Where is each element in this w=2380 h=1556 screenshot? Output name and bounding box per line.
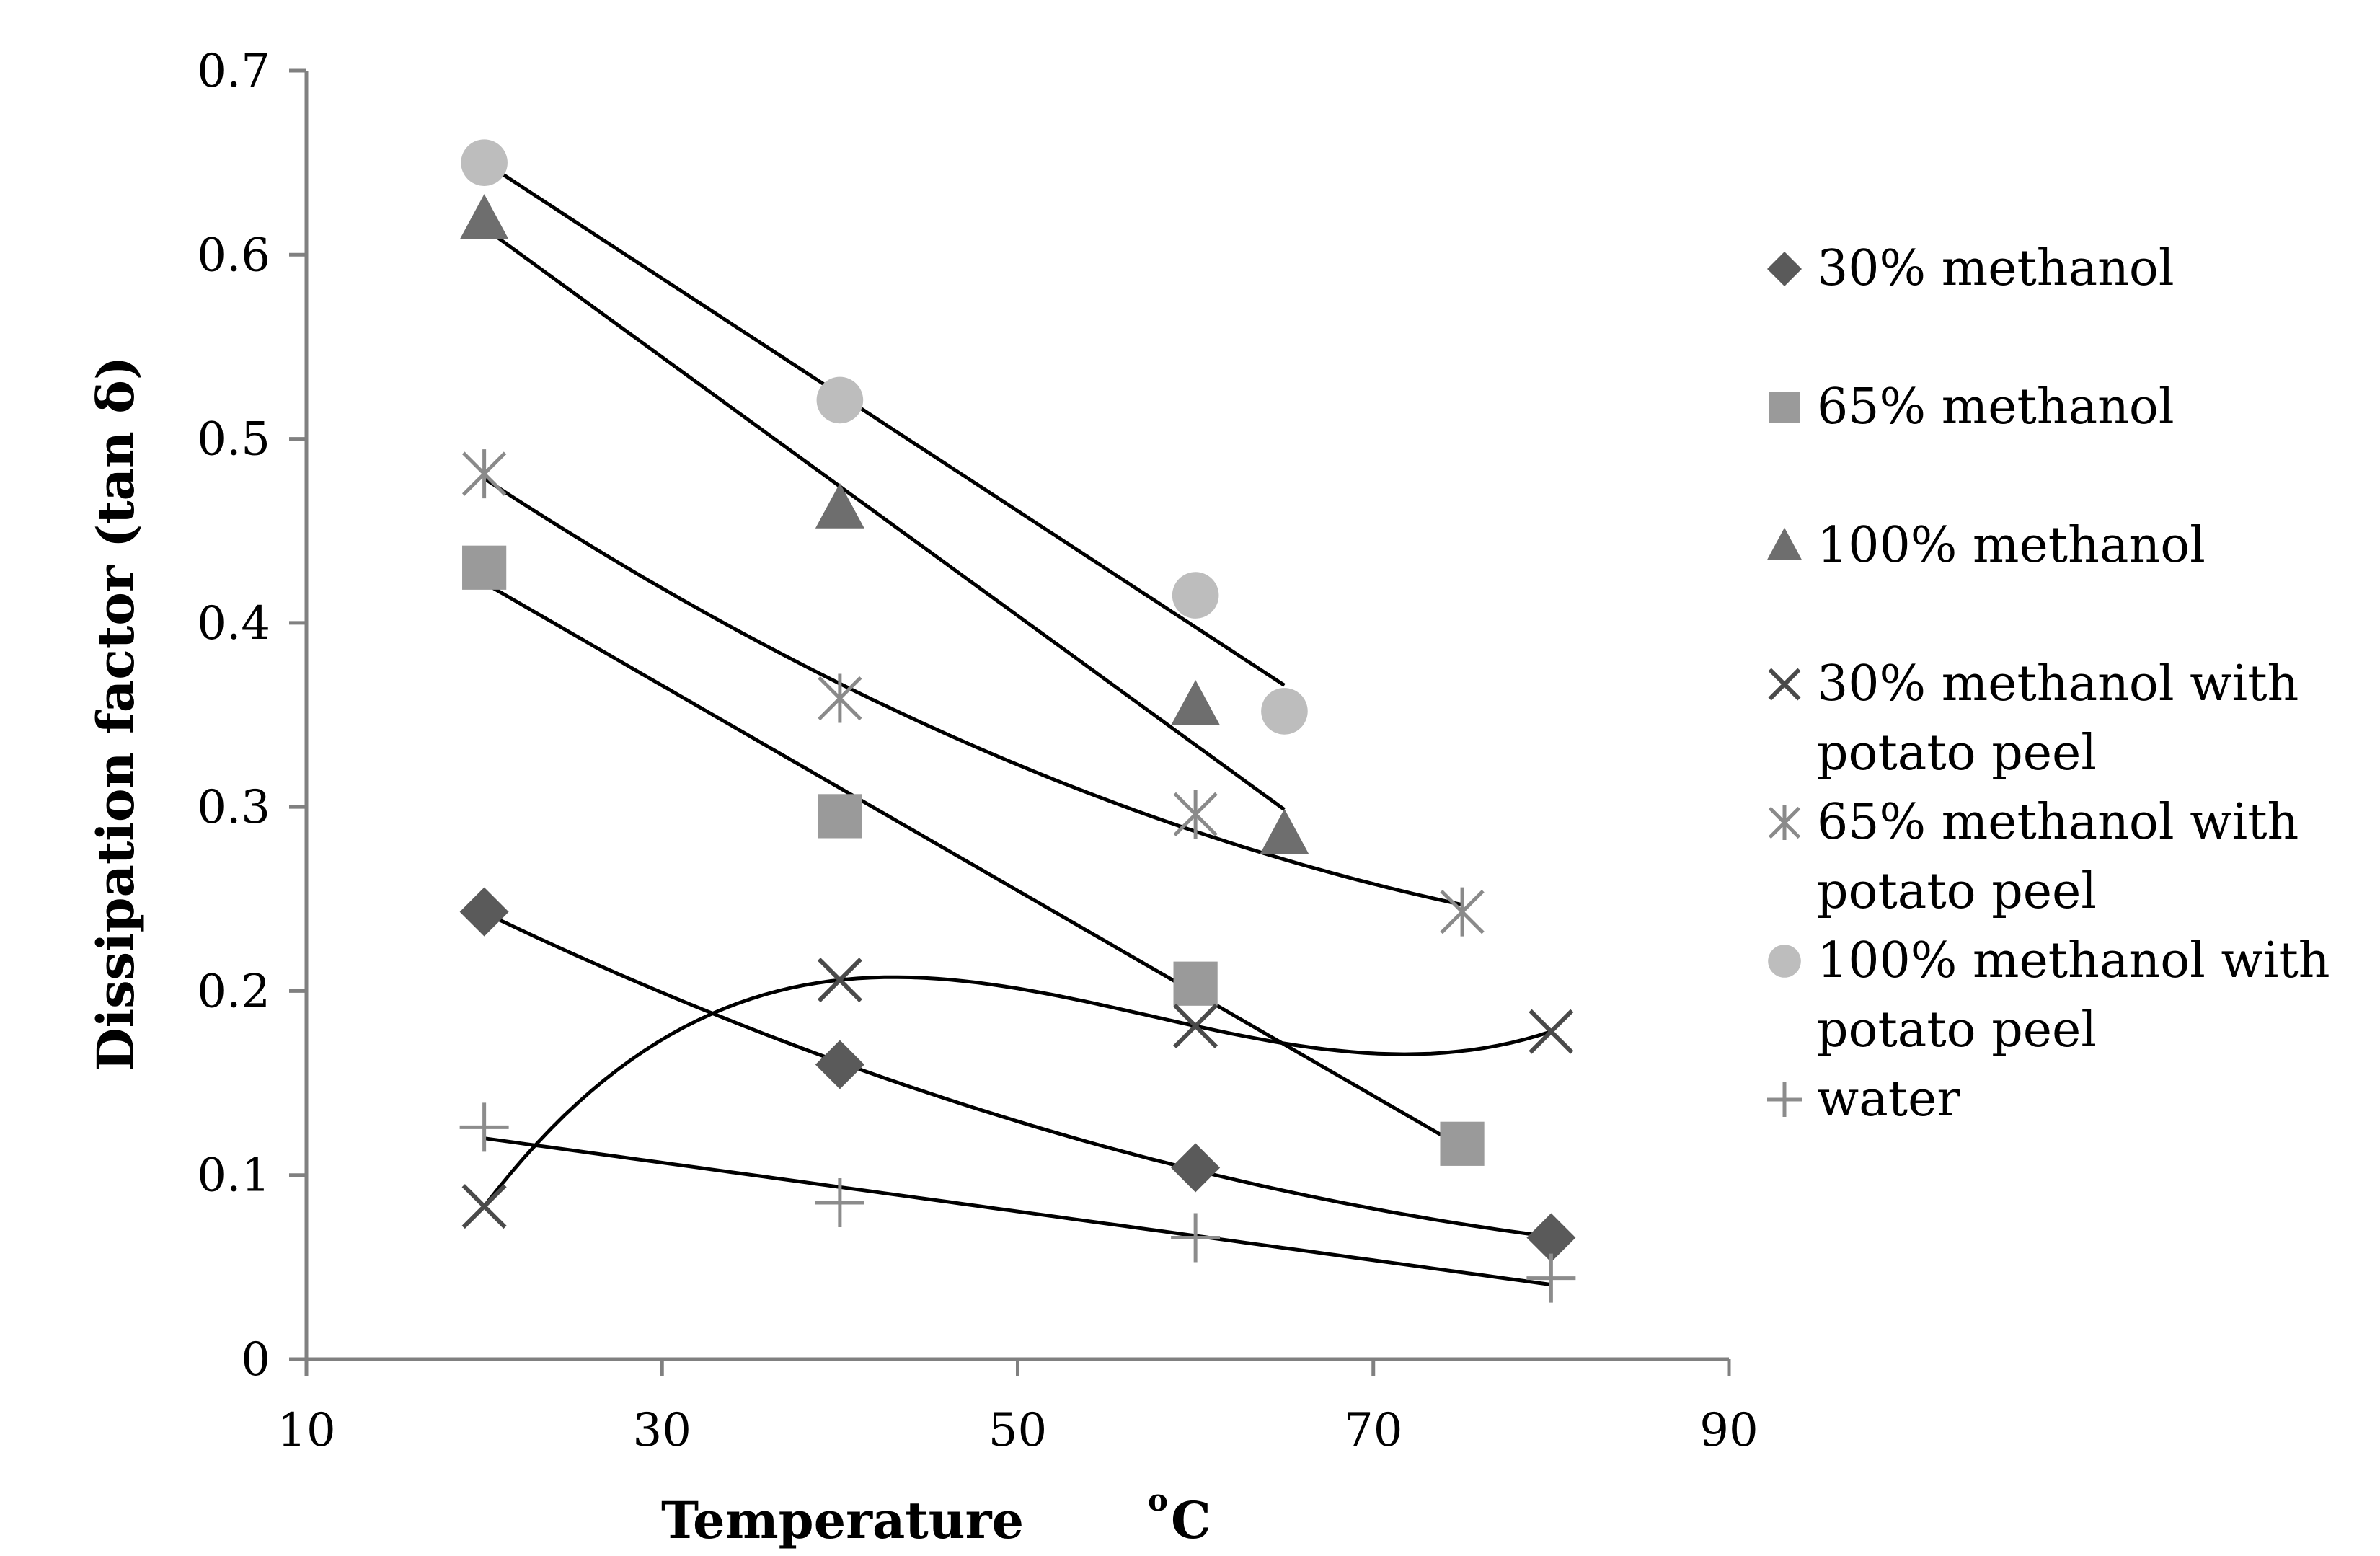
data-point-series-7 <box>815 1178 864 1228</box>
y-tick-label: 0.5 <box>197 413 270 467</box>
data-point-series-3 <box>815 482 864 529</box>
x-tick-label: 30 <box>633 1404 691 1457</box>
x-tick-label: 50 <box>988 1404 1047 1457</box>
data-point-series-3 <box>1171 680 1221 725</box>
trendline-3 <box>483 226 1286 811</box>
data-point-series-4 <box>1173 1003 1218 1048</box>
legend-label: 30% methanol <box>1817 240 2175 297</box>
legend: 30% methanol 65% methanol 100% methanol 30%… <box>1767 240 2330 1128</box>
x-axis-title: Temperature <box>661 1490 1024 1550</box>
y-tick-label: 0.3 <box>197 781 270 834</box>
data-point-series-3 <box>1260 808 1309 854</box>
data-point-series-6 <box>461 139 508 186</box>
data-point-series-6 <box>1261 688 1308 735</box>
legend-label: 100% methanol with <box>1817 932 2330 989</box>
legend-label: potato peel <box>1817 863 2097 920</box>
trendline-4 <box>482 975 1552 1208</box>
data-point-series-5 <box>461 449 507 499</box>
data-point-series-5 <box>818 673 862 723</box>
trendline-5 <box>483 477 1463 907</box>
x-tick-label: 10 <box>277 1404 335 1457</box>
plot-area: 0 0.1 0.2 0.3 0.4 0.5 0.6 0.7 10 30 50 70 90 <box>197 45 1759 1457</box>
legend-item-2: 65% methanol <box>1769 379 2175 436</box>
legend-item-3: 100% methanol <box>1767 517 2206 574</box>
legend-marker <box>1768 668 1801 701</box>
legend-marker <box>1767 252 1802 286</box>
data-point-series-5 <box>1173 790 1218 839</box>
data-point-series-1 <box>1171 1143 1221 1193</box>
y-tick-label: 0.4 <box>197 597 270 650</box>
data-point-series-2 <box>1440 1121 1485 1166</box>
y-tick-label: 0 <box>241 1333 270 1387</box>
trendline-6 <box>483 160 1286 687</box>
legend-item-1: 30% methanol <box>1767 240 2175 297</box>
y-tick-label: 0.7 <box>197 45 270 98</box>
data-point-series-7 <box>1171 1213 1221 1263</box>
y-tick-label: 0.6 <box>197 229 270 282</box>
trendline-1 <box>483 911 1552 1239</box>
legend-label: 100% methanol <box>1817 517 2206 574</box>
legend-item-5: 65% methanol with potato peel <box>1768 794 2299 920</box>
legend-label: 30% methanol with <box>1817 655 2299 712</box>
data-point-series-1 <box>1526 1213 1576 1263</box>
y-tick-label: 0.1 <box>197 1149 270 1203</box>
data-point-series-2 <box>1173 961 1218 1006</box>
x-tick-label: 90 <box>1699 1404 1758 1457</box>
data-point-series-4 <box>1529 1009 1574 1054</box>
x-axis-unit-superscript: o <box>1148 1482 1168 1518</box>
legend-marker <box>1769 392 1800 423</box>
data-point-series-6 <box>1172 572 1219 619</box>
data-point-series-1 <box>459 887 509 937</box>
legend-label: water <box>1817 1071 1960 1128</box>
data-point-series-7 <box>1526 1253 1576 1303</box>
data-point-series-2 <box>462 545 507 590</box>
x-tick-label: 70 <box>1344 1404 1402 1457</box>
data-point-series-2 <box>818 794 862 839</box>
data-point-series-6 <box>816 376 864 424</box>
data-point-series-3 <box>459 194 509 239</box>
legend-marker <box>1768 805 1801 840</box>
trendline-2 <box>483 581 1464 1149</box>
y-axis-title: Dissipation factor (tan δ) <box>86 356 146 1071</box>
legend-label: 65% methanol with <box>1817 794 2299 851</box>
legend-item-6: 100% methanol with potato peel <box>1768 932 2330 1058</box>
legend-item-4: 30% methanol with potato peel <box>1768 655 2299 782</box>
data-point-series-4 <box>817 958 862 1003</box>
legend-label: potato peel <box>1817 725 2097 782</box>
y-tick-label: 0.2 <box>197 965 270 1018</box>
legend-marker <box>1767 527 1802 560</box>
legend-label: potato peel <box>1817 1002 2097 1058</box>
legend-label: 65% methanol <box>1817 379 2175 436</box>
x-axis-unit: C <box>1171 1490 1211 1550</box>
trendline-7 <box>484 1136 1552 1287</box>
data-point-series-1 <box>815 1040 864 1089</box>
data-point-series-7 <box>459 1102 509 1152</box>
legend-marker <box>1768 945 1801 978</box>
data-point-series-4 <box>461 1184 507 1229</box>
legend-item-7: water <box>1767 1071 1960 1128</box>
data-point-series-5 <box>1440 887 1485 937</box>
legend-marker <box>1767 1082 1802 1117</box>
